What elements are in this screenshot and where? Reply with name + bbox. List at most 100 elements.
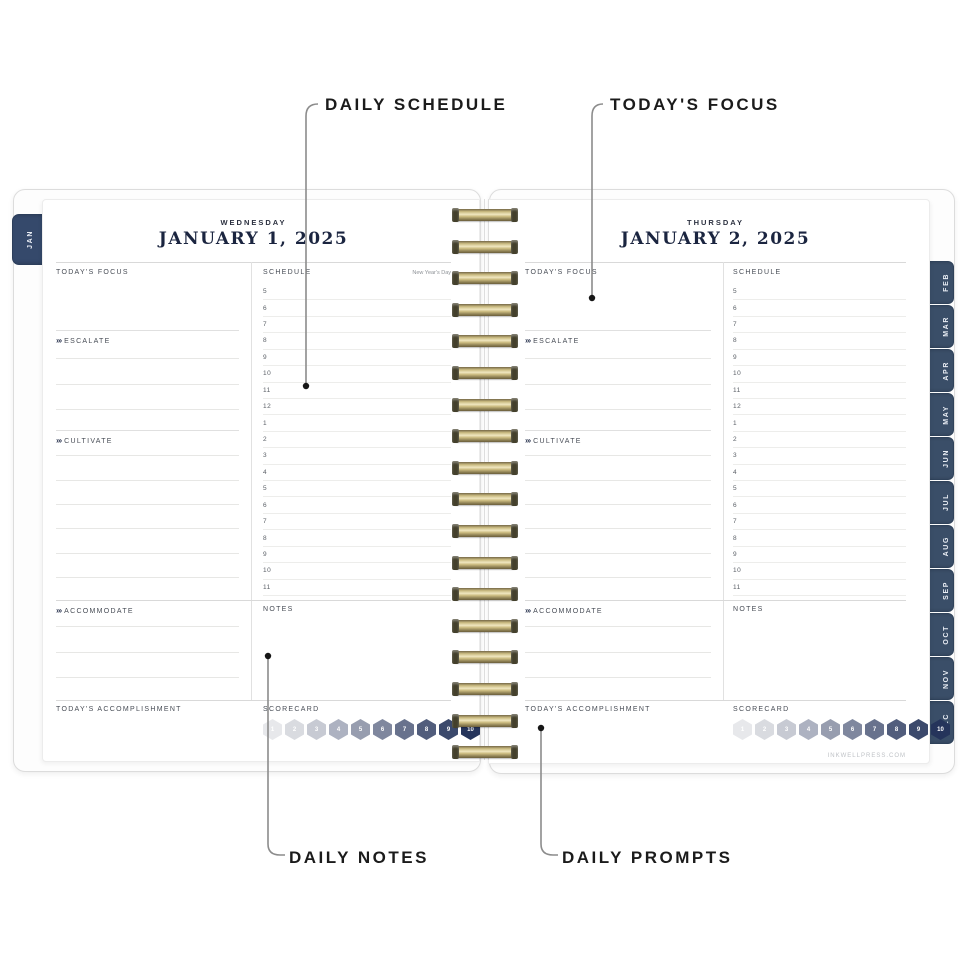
scorecard-hexagon-6: 6 [843, 719, 862, 740]
scorecard-hexagon-10: 10 [931, 719, 950, 740]
ruled-line [56, 359, 239, 385]
schedule-time: 3 [263, 452, 268, 460]
spiral-coil [452, 366, 518, 380]
ruled-line [525, 529, 711, 554]
schedule-row: 1 [263, 415, 451, 432]
spiral-coil [452, 271, 518, 286]
schedule-time: 6 [733, 501, 738, 509]
section-divider [56, 700, 451, 701]
spiral-coil [452, 587, 518, 602]
scorecard-hexagon-7: 7 [865, 719, 884, 740]
spiral-coil [452, 397, 518, 412]
schedule-row: 9 [733, 547, 906, 564]
section-divider [56, 330, 239, 331]
section-scorecard: SCORECARD [733, 706, 790, 713]
section-todays-accomplishment: TODAY'S ACCOMPLISHMENT [525, 706, 651, 713]
month-tab-label: MAR [943, 316, 950, 337]
schedule-row: 5 [733, 481, 906, 498]
schedule-row: 12 [733, 399, 906, 416]
ruled-line [525, 359, 711, 385]
spiral-coil [452, 460, 518, 475]
ruled-line [56, 554, 239, 578]
ruled-line [56, 334, 239, 360]
schedule-time: 5 [263, 485, 268, 493]
schedule-row: 8 [733, 333, 906, 350]
callout-daily-notes: DAILY NOTES [289, 848, 429, 867]
schedule-time: 11 [263, 583, 271, 591]
schedule-time: 7 [263, 321, 268, 329]
schedule-row: 10 [733, 563, 906, 580]
scorecard-hexagon-3: 3 [777, 719, 796, 740]
section-accommodate: »› ACCOMMODATE [525, 606, 603, 615]
chevrons-icon: »› [56, 606, 62, 615]
section-divider [525, 600, 906, 601]
schedule-time: 9 [263, 550, 268, 558]
schedule-row: 6 [263, 497, 451, 514]
weekday-label: WEDNESDAY [220, 218, 287, 227]
scorecard-hexagon-8: 8 [887, 719, 906, 740]
schedule-row: 8 [263, 530, 451, 547]
schedule-time: 11 [263, 386, 271, 394]
schedule-time: 5 [733, 485, 738, 493]
callout-daily-prompts: DAILY PROMPTS [562, 848, 733, 867]
section-divider [525, 330, 711, 331]
ruled-line [56, 653, 239, 678]
schedule-row: 11 [733, 580, 906, 597]
planner-page-left: WEDNESDAY JANUARY 1, 2025 TODAY'S FOCUS … [42, 199, 480, 762]
scorecard-hexagons: 1 2 3 4 5 6 7 8 9 10 [733, 719, 950, 740]
schedule-time: 2 [263, 436, 268, 443]
ruled-line [56, 505, 239, 530]
schedule-time: 11 [733, 583, 741, 591]
schedule-time: 8 [263, 337, 268, 345]
scorecard-hexagon-2: 2 [285, 719, 304, 740]
chevrons-icon: »› [56, 336, 62, 345]
scorecard-hexagon-1: 1 [263, 719, 282, 740]
month-tab-label: JUN [943, 449, 950, 468]
section-divider [525, 430, 711, 431]
schedule-row: 10 [263, 563, 451, 580]
brand-url: INKWELLPRESS.COM [827, 753, 906, 759]
spiral-coil [452, 682, 518, 696]
spiral-coil [452, 555, 518, 570]
column-divider [723, 262, 724, 700]
page-header: WEDNESDAY JANUARY 1, 2025 [56, 218, 451, 249]
ruled-line [525, 653, 711, 678]
schedule-rows: 5 6 7 8 9 10 11 12 1 2 3 4 5 6 7 8 9 10 11 [733, 284, 906, 597]
spiral-coil [452, 208, 518, 222]
schedule-row: 2 [263, 432, 451, 449]
schedule-row: 11 [263, 580, 451, 597]
section-escalate: »› ESCALATE [525, 336, 580, 345]
schedule-time: 6 [263, 501, 268, 509]
spiral-coil [452, 302, 518, 317]
schedule-time: 10 [263, 370, 272, 378]
schedule-time: 8 [263, 534, 268, 542]
month-tab-label: JUL [943, 493, 950, 512]
schedule-row: 3 [733, 448, 906, 465]
ruled-line [56, 602, 239, 628]
schedule-time: 7 [733, 518, 738, 526]
ruled-line [525, 456, 711, 481]
ruled-lines-accommodate [56, 602, 239, 678]
section-schedule: SCHEDULE [263, 269, 312, 276]
header-divider [56, 262, 451, 263]
section-accommodate: »› ACCOMMODATE [56, 606, 134, 615]
spiral-coil [452, 745, 518, 760]
ruled-lines-accommodate [525, 602, 711, 678]
schedule-row: 6 [733, 497, 906, 514]
schedule-time: 6 [263, 304, 268, 312]
month-tab-label: APR [943, 360, 950, 381]
scorecard-hexagons: 1 2 3 4 5 6 7 8 9 10 [263, 719, 480, 740]
spiral-coil [452, 650, 518, 665]
ruled-line [56, 385, 239, 410]
callout-todays-focus: TODAY'S FOCUS [610, 95, 780, 114]
schedule-row: 5 [263, 481, 451, 498]
schedule-row: 1 [733, 415, 906, 432]
ruled-line [525, 385, 711, 410]
schedule-time: 10 [733, 567, 742, 575]
schedule-row: 3 [263, 448, 451, 465]
month-tab-label: OCT [943, 624, 950, 645]
schedule-time: 5 [263, 288, 268, 296]
schedule-time: 8 [733, 337, 738, 345]
schedule-time: 7 [263, 518, 268, 526]
